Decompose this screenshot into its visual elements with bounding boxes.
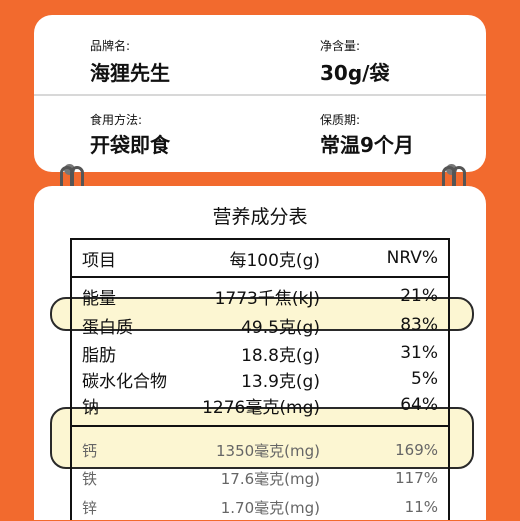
shelf-life-value: 常温9个月 [320,133,414,157]
table-row: 蛋白质 49.5克(g) 83% [72,311,448,339]
brand-value: 海狸先生 [90,61,170,85]
nutrient-name: 钠 [82,397,99,418]
nutrient-name: 钙 [82,441,98,460]
nutrient-nrv: 5% [411,369,438,389]
nutrient-amount: 49.5克(g) [241,317,320,338]
info-divider [34,94,486,96]
protein-highlight [50,297,474,331]
nutrient-amount: 17.6毫克(mg) [220,469,320,488]
header-item: 项目 [82,250,116,271]
nutrient-amount: 1.70毫克(mg) [220,498,320,517]
table-row: 碳水化合物 13.9克(g) 5% [72,365,448,393]
nutrient-nrv: 31% [400,343,438,363]
header-nrv: NRV% [386,248,438,268]
table-row: 铁 17.6毫克(mg) 117% [72,464,448,492]
net-weight-label: 净含量: [320,39,361,53]
nutrition-title: 营养成分表 [212,206,308,228]
brand-label: 品牌名: [90,39,131,53]
nutrient-nrv: 83% [400,315,438,335]
product-info-card: 品牌名: 海狸先生 净含量: 30g/袋 食用方法: 开袋即食 保质期: 常温9… [34,15,486,172]
nutrient-name: 能量 [82,288,116,309]
nutrient-nrv: 21% [400,286,438,306]
table-row: 钙 1350毫克(mg) 169% [72,436,448,464]
minerals-highlight [50,407,474,469]
nutrition-card: 营养成分表 项目 每100克(g) NRV% 能量 1773千焦(kJ) 21%… [34,186,486,520]
table-row: 锌 1.70毫克(mg) 11% [72,493,448,521]
nutrient-amount: 1350毫克(mg) [215,441,320,460]
header-amount: 每100克(g) [229,250,320,271]
nutrient-amount: 13.9克(g) [241,371,320,392]
nutrient-name: 铁 [82,469,98,488]
table-row: 钠 1276毫克(mg) 64% [72,391,448,419]
net-weight-value: 30g/袋 [320,61,390,85]
nutrient-nrv: 64% [400,395,438,415]
nutrient-nrv: 169% [395,441,438,459]
table-header-row: 项目 每100克(g) NRV% [72,244,448,272]
usage-label: 食用方法: [90,113,143,127]
nutrient-nrv: 117% [395,469,438,487]
nutrient-amount: 18.8克(g) [241,345,320,366]
nutrient-name: 碳水化合物 [82,371,167,392]
usage-value: 开袋即食 [90,133,170,157]
nutrient-amount: 1276毫克(mg) [202,397,320,418]
nutrition-table: 项目 每100克(g) NRV% 能量 1773千焦(kJ) 21% 蛋白质 4… [70,238,450,520]
header-divider [70,276,450,278]
nutrient-name: 蛋白质 [82,317,133,338]
section-divider [70,425,450,427]
nutrient-name: 锌 [82,498,98,517]
nutrient-name: 脂肪 [82,345,116,366]
table-row: 能量 1773千焦(kJ) 21% [72,282,448,310]
table-row: 脂肪 18.8克(g) 31% [72,339,448,367]
nutrient-amount: 1773千焦(kJ) [214,288,320,309]
shelf-life-label: 保质期: [320,113,361,127]
nutrient-nrv: 11% [404,498,438,516]
